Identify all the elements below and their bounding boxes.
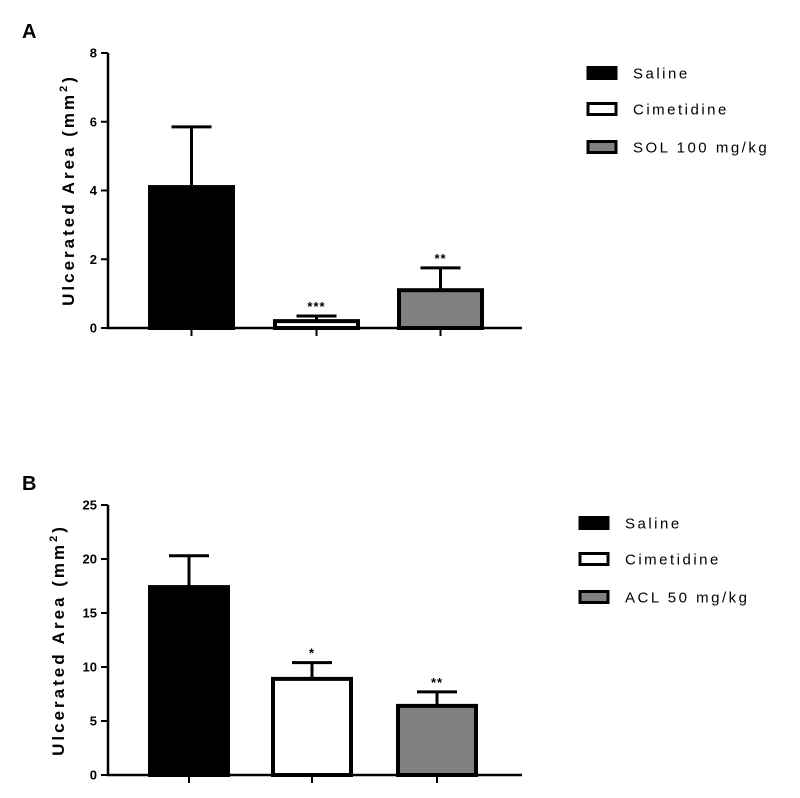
bar [397, 288, 484, 330]
legend-label: Saline [625, 516, 682, 533]
legend-swatch [586, 140, 618, 154]
legend-label: Cimetidine [633, 102, 729, 119]
bar [271, 676, 353, 778]
significance-label: ** [434, 251, 446, 266]
y-tick-label: 0 [90, 321, 97, 336]
panel-letter: A [22, 21, 36, 43]
panel-letter: B [22, 473, 36, 495]
legend-label: Saline [633, 66, 690, 83]
y-axis-label: Ulcerated Area (mm2) [58, 74, 78, 306]
y-tick-label: 6 [90, 114, 97, 129]
bar [396, 703, 478, 778]
y-tick-label: 25 [83, 498, 97, 513]
bar [148, 585, 230, 778]
y-tick-label: 20 [83, 552, 97, 567]
legend: Saline Cimetidine ACL 50 mg/kg [578, 516, 750, 607]
y-axis-label: Ulcerated Area (mm2) [48, 524, 68, 756]
y-tick-label: 0 [90, 768, 97, 783]
legend: Saline Cimetidine SOL 100 mg/kg [586, 66, 769, 157]
bars: ***** [148, 125, 484, 330]
y-tick-label: 15 [83, 606, 97, 621]
bars: *** [148, 554, 478, 778]
y-tick-label: 4 [90, 183, 98, 198]
legend-swatch [578, 516, 610, 530]
legend-label: ACL 50 mg/kg [625, 590, 750, 607]
legend-swatch [578, 590, 610, 604]
significance-label: * [309, 646, 315, 661]
y-tick-label: 10 [83, 660, 97, 675]
legend-swatch [586, 102, 618, 116]
bar [273, 319, 360, 330]
legend-label: SOL 100 mg/kg [633, 140, 769, 157]
significance-label: *** [307, 299, 325, 314]
bar [148, 185, 235, 330]
significance-label: ** [431, 675, 443, 690]
y-tick-label: 5 [90, 714, 97, 729]
legend-label: Cimetidine [625, 552, 721, 569]
legend-swatch [586, 66, 618, 80]
y-tick-label: 8 [90, 46, 97, 61]
legend-swatch [578, 552, 610, 566]
y-tick-label: 2 [90, 252, 97, 267]
